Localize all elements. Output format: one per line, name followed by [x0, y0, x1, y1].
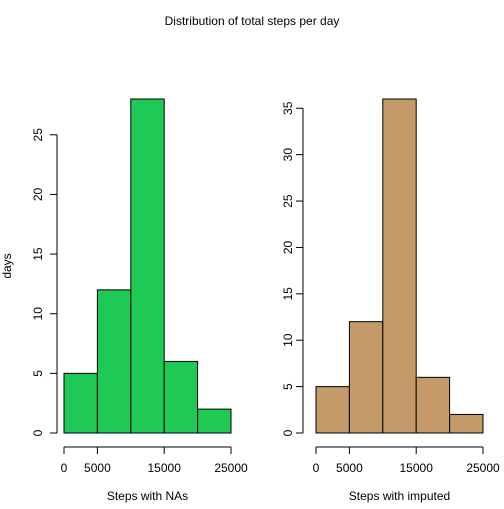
- x-axis-label: Steps with imputed: [349, 489, 450, 503]
- y-tick-label: 0: [31, 429, 45, 436]
- y-tick-label: 15: [281, 287, 295, 301]
- histogram-bar: [415, 376, 451, 434]
- y-tick-label: 5: [281, 383, 295, 390]
- histogram-bar: [382, 98, 417, 434]
- y-tick-label: 0: [281, 429, 295, 436]
- x-tick-label: 5000: [336, 461, 363, 475]
- y-tick-label: 25: [281, 194, 295, 208]
- y-tick-label: 10: [31, 307, 45, 321]
- histogram-bar: [449, 413, 484, 434]
- y-tick-label: 5: [31, 370, 45, 377]
- x-tick-label: 15000: [400, 461, 434, 475]
- x-tick-label: 25000: [214, 461, 248, 475]
- histogram-bar: [197, 408, 232, 434]
- y-tick-label: 15: [31, 247, 45, 261]
- x-tick-label: 15000: [148, 461, 182, 475]
- x-tick-label: 0: [61, 461, 68, 475]
- histogram-bar: [130, 98, 165, 434]
- y-tick-label: 10: [281, 333, 295, 347]
- x-tick-label: 0: [313, 461, 320, 475]
- y-tick-label: 35: [281, 101, 295, 115]
- histogram-bar: [348, 321, 384, 434]
- histogram-panel-nas: 0 5000 15000 25000 0 5 10 15 20 25 Steps with NAs d…: [0, 98, 248, 503]
- x-tick-label: 5000: [84, 461, 111, 475]
- histogram-panel-imputed: 0 5000 15000 25000 0 5 10 15 20 25 30 35 Steps with …: [281, 98, 500, 503]
- histogram-bar: [63, 372, 98, 434]
- y-axis-label: days: [0, 253, 14, 278]
- y-tick-label: 20: [281, 240, 295, 254]
- figure-title: Distribution of total steps per day: [165, 14, 340, 28]
- histogram-bar: [163, 360, 199, 434]
- y-tick-label: 25: [31, 128, 45, 142]
- y-tick-label: 20: [31, 187, 45, 201]
- histogram-bar: [96, 289, 132, 434]
- y-tick-label: 30: [281, 148, 295, 162]
- x-tick-label: 25000: [466, 461, 500, 475]
- x-axis-label: Steps with NAs: [107, 489, 188, 503]
- histogram-bar: [315, 386, 350, 434]
